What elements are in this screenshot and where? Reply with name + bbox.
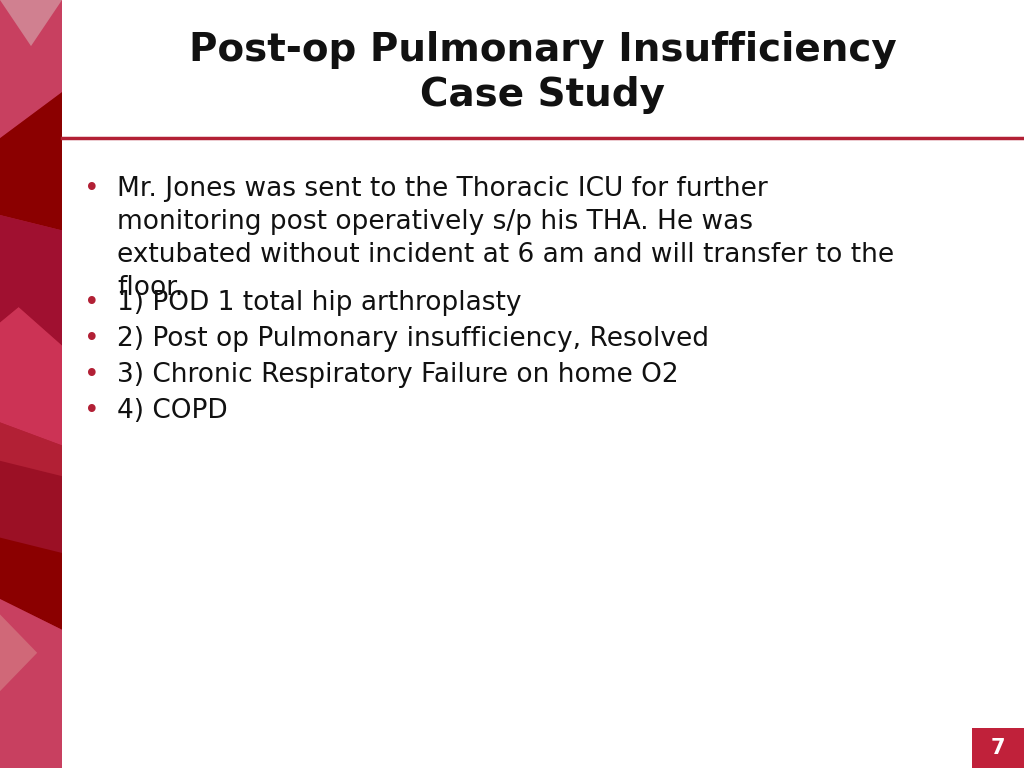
Text: Mr. Jones was sent to the Thoracic ICU for further
monitoring post operatively s: Mr. Jones was sent to the Thoracic ICU f…	[117, 176, 894, 301]
Polygon shape	[0, 215, 62, 346]
Text: 2) Post op Pulmonary insufficiency, Resolved: 2) Post op Pulmonary insufficiency, Reso…	[117, 326, 709, 352]
Polygon shape	[0, 307, 62, 445]
Polygon shape	[0, 92, 62, 230]
Text: 1) POD 1 total hip arthroplasty: 1) POD 1 total hip arthroplasty	[117, 290, 521, 316]
Bar	[972, 728, 1024, 768]
Text: 3) Chronic Respiratory Failure on home O2: 3) Chronic Respiratory Failure on home O…	[117, 362, 679, 388]
Polygon shape	[0, 599, 62, 768]
Text: Post-op Pulmonary Insufficiency: Post-op Pulmonary Insufficiency	[189, 31, 897, 69]
Text: 7: 7	[991, 738, 1006, 758]
Text: •: •	[84, 362, 99, 388]
Polygon shape	[0, 522, 62, 630]
Polygon shape	[0, 422, 62, 538]
Text: 4) COPD: 4) COPD	[117, 398, 227, 424]
Polygon shape	[0, 461, 62, 553]
Bar	[0, 0, 62, 768]
Text: Case Study: Case Study	[421, 75, 666, 114]
Text: •: •	[84, 326, 99, 352]
Polygon shape	[0, 0, 62, 46]
Polygon shape	[0, 0, 62, 138]
Text: •: •	[84, 398, 99, 424]
Polygon shape	[0, 614, 37, 691]
Text: •: •	[84, 176, 99, 202]
Text: •: •	[84, 290, 99, 316]
